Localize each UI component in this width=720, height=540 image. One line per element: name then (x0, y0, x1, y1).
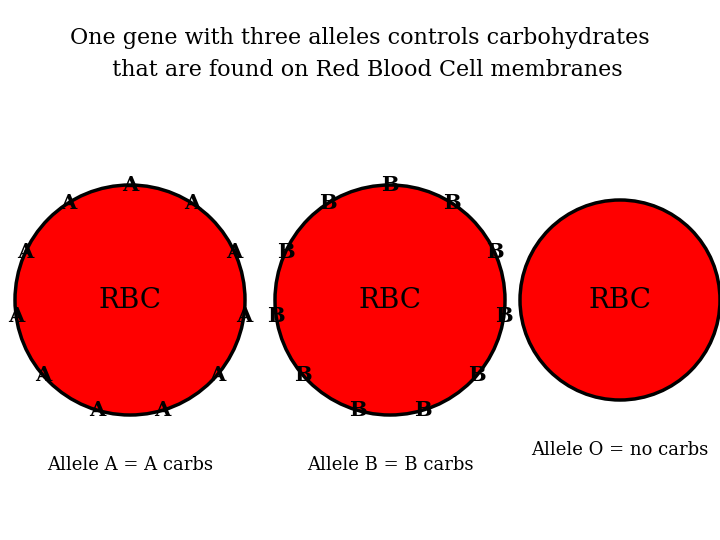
Text: B: B (348, 400, 366, 420)
Text: Allele A = A carbs: Allele A = A carbs (47, 456, 213, 474)
Text: B: B (319, 193, 337, 213)
Circle shape (15, 185, 245, 415)
Text: A: A (227, 242, 243, 262)
Text: A: A (122, 175, 138, 195)
Text: A: A (35, 365, 51, 386)
Text: A: A (8, 306, 24, 326)
Text: B: B (294, 365, 312, 386)
Text: B: B (276, 242, 294, 262)
Text: that are found on Red Blood Cell membranes: that are found on Red Blood Cell membran… (98, 59, 622, 81)
Text: B: B (444, 193, 461, 213)
Text: RBC: RBC (359, 287, 421, 314)
Text: Allele O = no carbs: Allele O = no carbs (531, 441, 708, 459)
Text: A: A (184, 193, 200, 213)
Text: RBC: RBC (588, 287, 652, 314)
Text: B: B (486, 242, 503, 262)
Text: B: B (381, 175, 399, 195)
Text: A: A (17, 242, 34, 262)
Text: A: A (154, 400, 171, 420)
Circle shape (520, 200, 720, 400)
Text: B: B (413, 400, 431, 420)
Text: A: A (89, 400, 106, 420)
Text: One gene with three alleles controls carbohydrates: One gene with three alleles controls car… (70, 27, 650, 49)
Text: B: B (495, 306, 513, 326)
Circle shape (275, 185, 505, 415)
Text: B: B (468, 365, 486, 386)
Text: A: A (235, 306, 252, 326)
Text: Allele B = B carbs: Allele B = B carbs (307, 456, 473, 474)
Text: A: A (60, 193, 76, 213)
Text: A: A (209, 365, 225, 386)
Text: B: B (267, 306, 285, 326)
Text: RBC: RBC (99, 287, 161, 314)
